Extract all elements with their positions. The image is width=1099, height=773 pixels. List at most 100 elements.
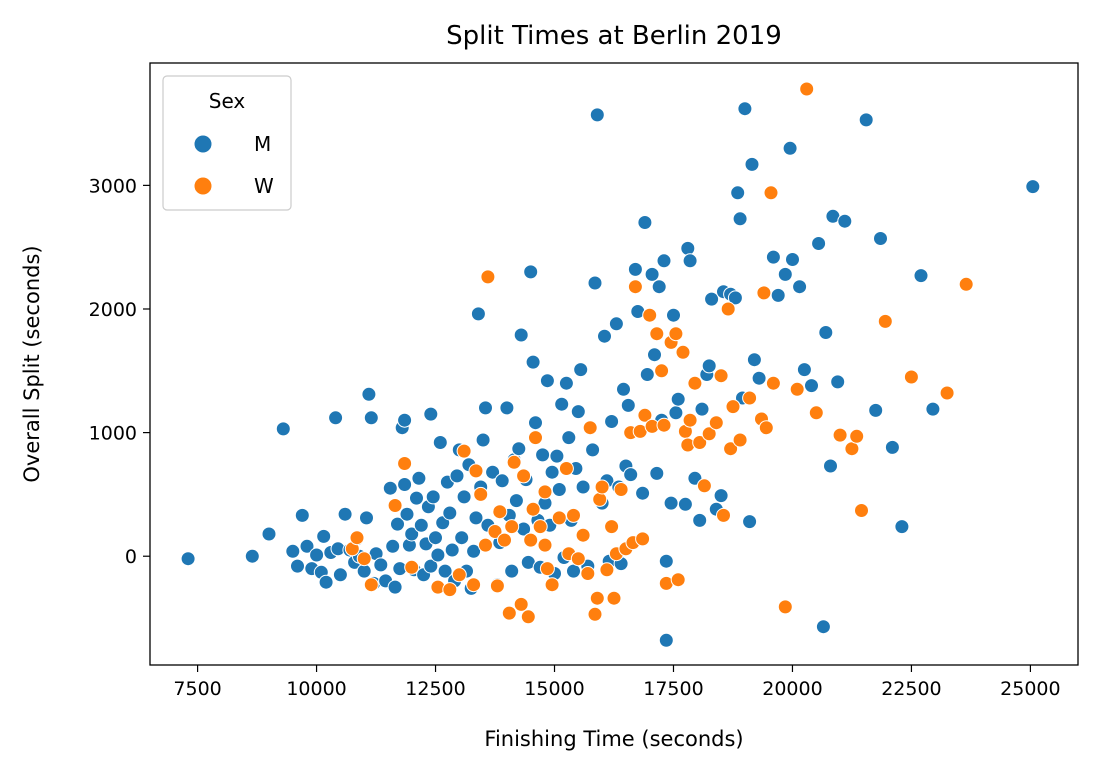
data-point-w [501, 605, 517, 621]
data-point-m [873, 231, 888, 246]
data-point-m [411, 470, 427, 486]
data-point-m [539, 373, 555, 389]
data-point-m [732, 211, 748, 227]
data-point-m [290, 558, 305, 574]
data-point-w [566, 507, 581, 523]
data-point-m [620, 397, 636, 413]
data-point-m [316, 528, 332, 544]
data-point-w [497, 532, 512, 548]
data-point-m [244, 548, 260, 564]
data-point-m [409, 490, 424, 506]
data-point-m [670, 391, 686, 407]
data-point-w [849, 428, 865, 444]
data-point-m [423, 558, 439, 574]
points-layer [180, 81, 1041, 648]
data-point-m [508, 493, 524, 509]
data-point-m [585, 442, 601, 458]
data-point-w [504, 519, 520, 535]
data-point-w [716, 507, 731, 523]
data-point-w [756, 285, 772, 301]
data-point-m [815, 619, 831, 635]
data-point-m [544, 464, 560, 480]
data-point-w [670, 572, 686, 588]
data-point-m [523, 264, 539, 280]
data-point-m [535, 447, 551, 463]
plot-frame [149, 62, 1079, 666]
data-point-m [442, 505, 458, 521]
data-point-w [363, 577, 379, 593]
data-point-w [599, 562, 615, 578]
data-point-m [597, 328, 612, 344]
data-point-m [627, 261, 643, 277]
data-point-m [275, 421, 291, 437]
data-point-m [328, 410, 344, 426]
data-point-m [666, 307, 681, 323]
data-point-m [604, 414, 620, 429]
data-point-w [523, 532, 539, 548]
data-point-m [318, 574, 334, 590]
x-tick-label: 22500 [881, 678, 941, 700]
data-point-m [796, 362, 812, 378]
data-point-m [608, 316, 624, 332]
legend-box [162, 75, 292, 211]
data-point-m [549, 448, 565, 464]
y-tick-label: 3000 [89, 175, 137, 197]
data-point-m [511, 441, 527, 457]
data-point-m [570, 404, 586, 420]
data-point-m [730, 185, 746, 201]
data-point-m [425, 489, 441, 505]
data-point-w [513, 596, 529, 612]
data-point-m [830, 374, 846, 390]
data-point-m [397, 412, 413, 428]
data-point-w [570, 551, 586, 567]
data-point-m [751, 370, 767, 386]
data-point-w [765, 375, 781, 391]
x-tick-label: 20000 [762, 678, 822, 700]
data-point-m [478, 400, 493, 416]
data-point-w [537, 484, 553, 500]
data-point-m [658, 553, 674, 569]
data-point-m [742, 514, 758, 530]
data-point-m [744, 156, 760, 172]
data-point-m [894, 519, 910, 535]
data-point-m [777, 266, 793, 282]
data-point-m [658, 632, 674, 648]
y-tick-label: 2000 [89, 299, 137, 321]
data-point-m [551, 482, 567, 497]
data-point-m [475, 432, 491, 448]
data-point-w [668, 326, 684, 342]
data-point-w [520, 609, 536, 625]
data-point-w [589, 590, 605, 606]
data-point-m [428, 530, 443, 546]
data-point-m [437, 563, 453, 579]
data-point-m [682, 253, 698, 269]
data-point-w [877, 313, 893, 329]
x-tick-label: 25000 [1000, 678, 1060, 700]
data-point-m [663, 495, 679, 511]
data-point-m [387, 579, 403, 595]
x-tick-label: 7500 [173, 678, 221, 700]
data-point-m [782, 140, 798, 156]
data-point-m [694, 401, 710, 417]
data-point-m [925, 401, 941, 417]
data-point-m [561, 430, 577, 446]
data-point-m [566, 563, 581, 579]
x-tick-label: 12500 [405, 678, 465, 700]
data-point-w [537, 537, 553, 553]
data-point-w [854, 503, 869, 518]
data-point-m [680, 240, 696, 256]
data-point-m [525, 354, 541, 370]
data-point-w [832, 427, 848, 443]
data-point-w [675, 344, 691, 360]
data-point-w [594, 479, 610, 495]
data-point-m [765, 249, 781, 265]
y-tick-label: 0 [125, 546, 137, 568]
data-point-m [668, 405, 684, 421]
x-tick-label: 10000 [286, 678, 346, 700]
data-point-w [808, 405, 824, 421]
data-point-m [823, 458, 838, 474]
data-point-m [466, 543, 482, 559]
data-point-w [777, 599, 793, 615]
data-point-m [589, 107, 605, 123]
data-point-m [404, 526, 420, 542]
